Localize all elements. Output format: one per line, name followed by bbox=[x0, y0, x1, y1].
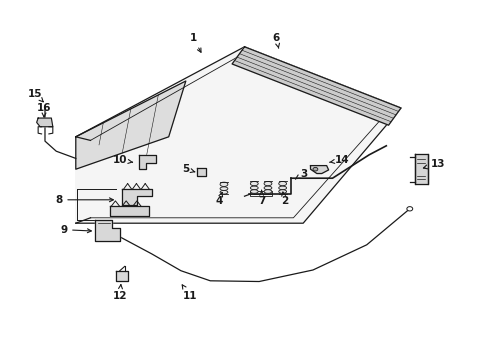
Ellipse shape bbox=[278, 181, 286, 186]
Ellipse shape bbox=[220, 182, 227, 186]
Polygon shape bbox=[196, 168, 206, 176]
Polygon shape bbox=[95, 220, 120, 241]
Polygon shape bbox=[76, 81, 185, 169]
Polygon shape bbox=[37, 118, 53, 127]
Circle shape bbox=[406, 207, 412, 211]
Text: 6: 6 bbox=[272, 33, 279, 48]
Ellipse shape bbox=[250, 186, 258, 190]
Polygon shape bbox=[122, 189, 151, 205]
Text: 16: 16 bbox=[37, 103, 51, 117]
Polygon shape bbox=[232, 47, 400, 125]
Text: 10: 10 bbox=[112, 155, 132, 165]
Polygon shape bbox=[110, 206, 149, 216]
Text: 9: 9 bbox=[60, 225, 91, 235]
Text: 3: 3 bbox=[295, 168, 307, 179]
Ellipse shape bbox=[278, 186, 286, 190]
Text: 15: 15 bbox=[28, 89, 43, 102]
Ellipse shape bbox=[220, 190, 227, 194]
Polygon shape bbox=[310, 166, 328, 174]
Ellipse shape bbox=[264, 186, 271, 190]
Ellipse shape bbox=[250, 190, 258, 193]
Text: 8: 8 bbox=[55, 195, 113, 205]
Text: 7: 7 bbox=[257, 190, 265, 206]
Text: 2: 2 bbox=[281, 192, 287, 206]
Text: 5: 5 bbox=[182, 164, 195, 174]
Text: 13: 13 bbox=[423, 159, 444, 169]
Ellipse shape bbox=[264, 181, 271, 186]
Polygon shape bbox=[116, 271, 128, 281]
Polygon shape bbox=[139, 155, 155, 169]
Ellipse shape bbox=[312, 167, 317, 171]
Ellipse shape bbox=[264, 190, 271, 193]
Bar bbox=[250, 191, 271, 196]
Text: 1: 1 bbox=[189, 33, 201, 52]
Polygon shape bbox=[76, 47, 400, 223]
Text: 12: 12 bbox=[112, 285, 127, 301]
Text: 14: 14 bbox=[329, 155, 349, 165]
Polygon shape bbox=[414, 154, 427, 184]
Ellipse shape bbox=[220, 187, 227, 190]
Ellipse shape bbox=[278, 190, 286, 193]
Ellipse shape bbox=[250, 181, 258, 186]
Text: 11: 11 bbox=[182, 285, 197, 301]
Text: 4: 4 bbox=[215, 193, 223, 206]
